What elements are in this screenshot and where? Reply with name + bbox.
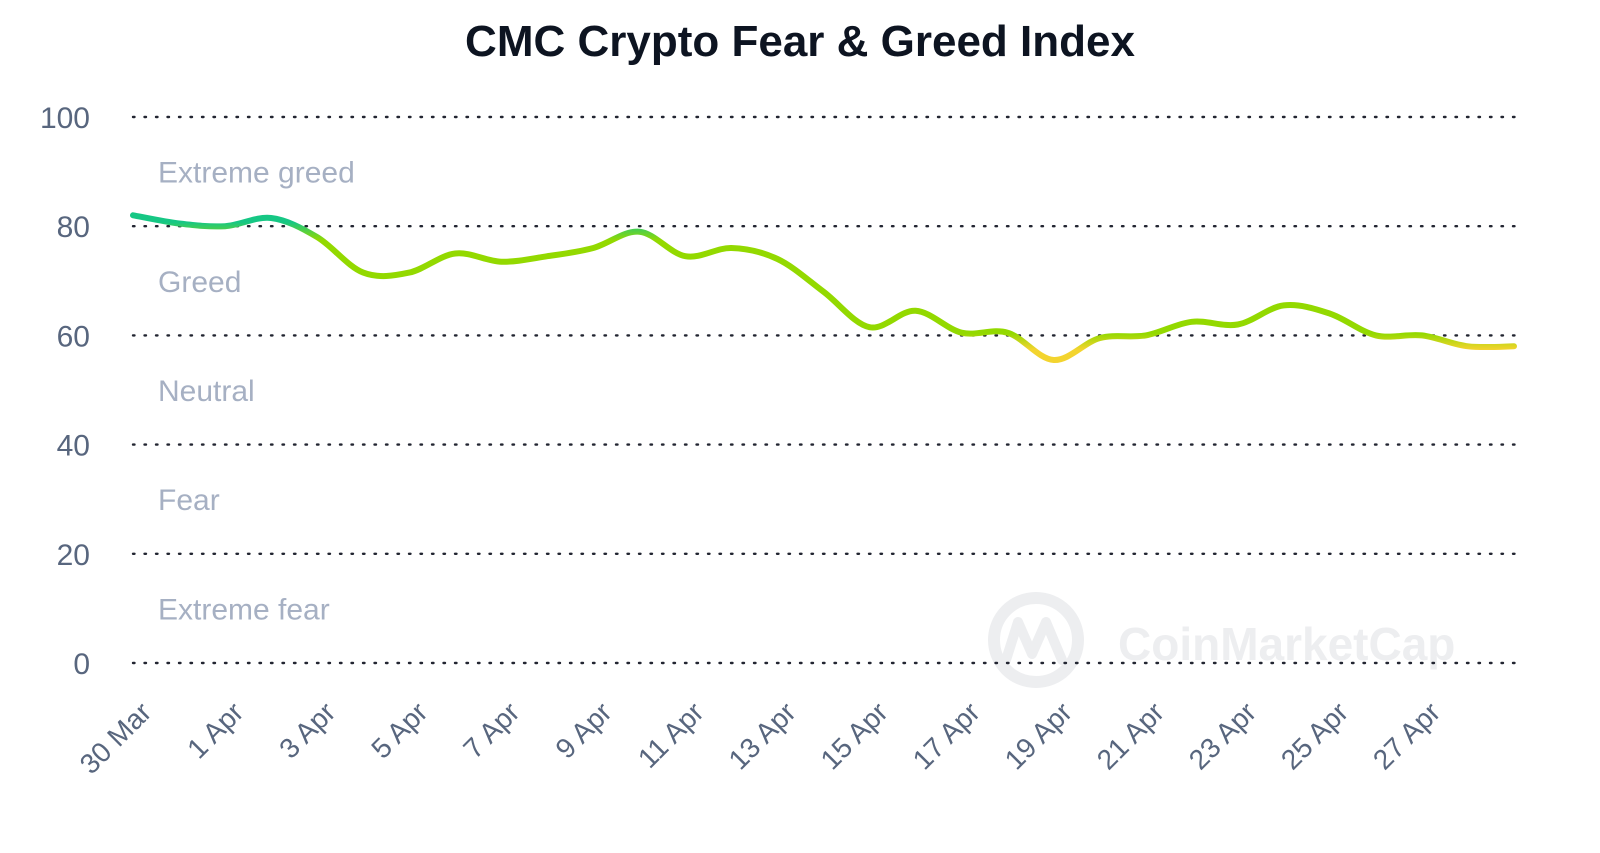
x-tick-label: 25 Apr (1275, 696, 1354, 775)
data-point (913, 308, 919, 314)
data-point (498, 259, 504, 265)
data-point (176, 221, 182, 227)
data-point (452, 251, 458, 257)
data-point (1465, 343, 1471, 349)
x-tick-label: 1 Apr (181, 696, 249, 764)
x-tick-label: 13 Apr (723, 696, 802, 775)
x-tick-label: 3 Apr (273, 696, 341, 764)
data-point (406, 270, 412, 276)
data-point (130, 212, 136, 218)
data-point (222, 223, 228, 229)
x-tick-label: 23 Apr (1183, 696, 1262, 775)
data-point (1143, 332, 1149, 338)
coinmarketcap-logo-mark (1001, 617, 1067, 665)
x-tick-label: 9 Apr (549, 696, 617, 764)
data-point (268, 215, 274, 221)
x-tick-label: 21 Apr (1091, 696, 1170, 775)
data-point (360, 270, 366, 276)
data-point (775, 256, 781, 262)
data-point (867, 324, 873, 330)
y-tick-label: 20 (57, 539, 90, 572)
data-point (590, 245, 596, 251)
y-tick-label: 60 (57, 320, 90, 353)
y-tick-label: 0 (73, 648, 90, 681)
zone-label: Extreme greed (158, 157, 355, 190)
chart-title: CMC Crypto Fear & Greed Index (465, 17, 1135, 66)
x-tick-label: 15 Apr (815, 696, 894, 775)
data-point (682, 253, 688, 259)
data-point (1281, 302, 1287, 308)
data-point (1097, 335, 1103, 341)
zone-label: Fear (158, 484, 220, 517)
data-point (544, 253, 550, 259)
x-tick-label: 27 Apr (1367, 696, 1446, 775)
series-line (130, 212, 1517, 363)
data-points (130, 212, 1517, 363)
data-point (1327, 311, 1333, 317)
x-tick-label: 17 Apr (907, 696, 986, 775)
x-axis: 30 Mar 1 Apr 3 Apr 5 Apr 7 Apr 9 Apr 11 Apr 13 … (74, 696, 1446, 780)
data-point (821, 289, 827, 295)
x-tick-label: 5 Apr (365, 696, 433, 764)
data-point (314, 234, 320, 240)
zone-label: Extreme fear (158, 593, 330, 626)
x-tick-label: 11 Apr (632, 696, 710, 774)
data-point (1373, 332, 1379, 338)
y-tick-label: 40 (57, 430, 90, 463)
data-point (636, 229, 642, 235)
data-point (959, 330, 965, 336)
y-axis: 0 20 40 60 80 100 (40, 102, 90, 681)
data-point (1419, 332, 1425, 338)
x-tick-label: 19 Apr (999, 696, 1078, 775)
zone-label: Greed (158, 266, 241, 299)
data-point (1005, 330, 1011, 336)
data-point (1189, 319, 1195, 325)
grid-lines (131, 115, 1520, 665)
coinmarketcap-logo-icon (988, 592, 1084, 688)
data-point (1511, 343, 1517, 349)
x-tick-label: 7 Apr (457, 696, 525, 764)
zone-label: Neutral (158, 375, 255, 408)
watermark-text: CoinMarketCap (1118, 618, 1455, 670)
data-point (1235, 322, 1241, 328)
x-tick-label: 30 Mar (74, 696, 158, 780)
data-point (728, 245, 734, 251)
data-point (1051, 357, 1057, 363)
y-tick-label: 80 (57, 211, 90, 244)
watermark: CoinMarketCap (988, 592, 1455, 688)
zone-labels: Extreme greed Greed Neutral Fear Extreme fea… (158, 157, 355, 627)
y-tick-label: 100 (40, 102, 90, 135)
